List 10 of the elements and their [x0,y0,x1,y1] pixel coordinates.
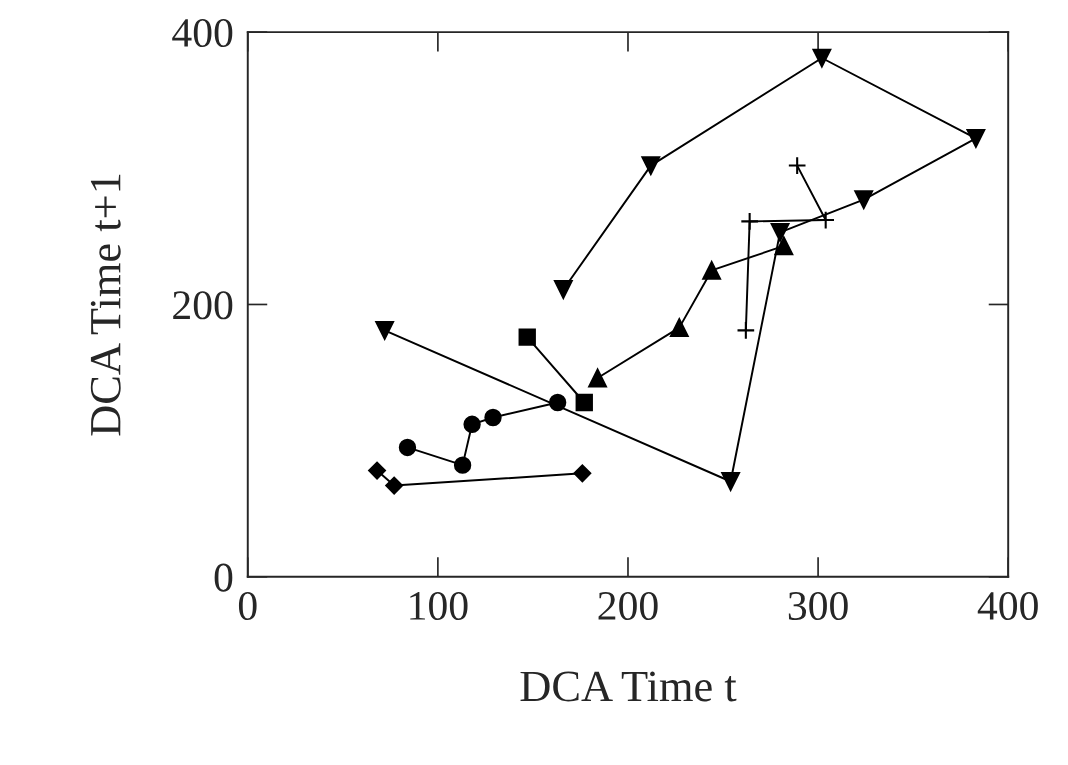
x-tick-label: 0 [238,591,257,621]
y-tick-label: 200 [173,291,233,320]
y-axis-title: DCA Time t+1 [90,174,121,436]
x-tick-label: 300 [788,591,848,621]
x-tick-label: 400 [977,591,1038,621]
x-tick-label: 100 [410,591,468,621]
x-axis-title: DCA Time t [520,671,737,702]
x-tick-label: 200 [598,591,658,621]
y-tick-label: 0 [214,563,233,592]
y-tick-label: 400 [172,18,233,47]
